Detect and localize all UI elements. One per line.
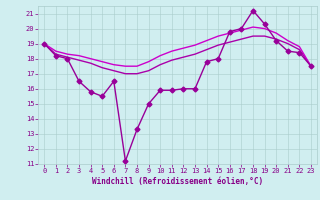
X-axis label: Windchill (Refroidissement éolien,°C): Windchill (Refroidissement éolien,°C) [92,177,263,186]
